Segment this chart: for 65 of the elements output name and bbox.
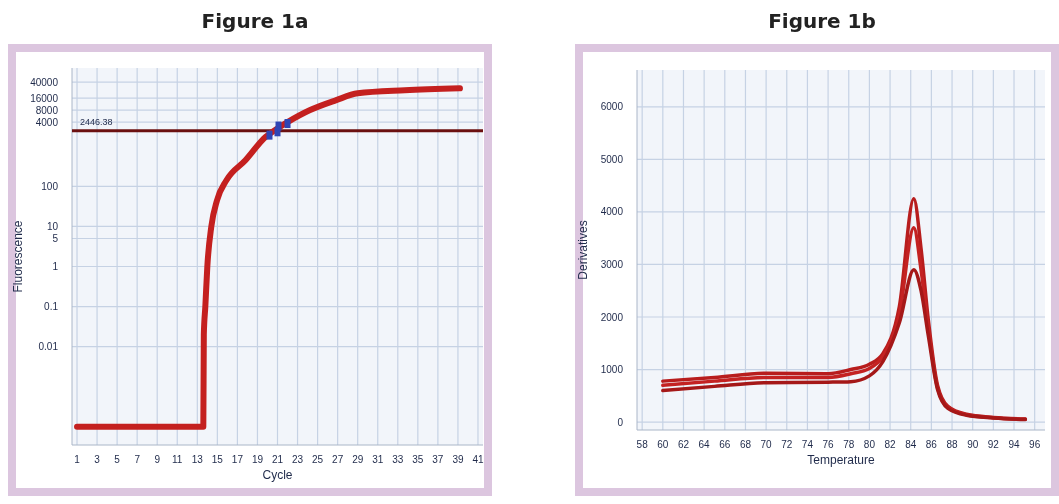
x-tick-label: 62 xyxy=(677,439,690,450)
x-tick-label: 9 xyxy=(154,454,161,465)
y-tick-label: 6000 xyxy=(600,101,624,113)
x-tick-label: 15 xyxy=(211,454,224,465)
x-axis-title: Cycle xyxy=(262,468,293,482)
x-axis-title: Temperature xyxy=(807,453,875,467)
x-tick-label: 33 xyxy=(392,454,404,465)
x-tick-label: 19 xyxy=(251,454,264,465)
chart-title: Figure 1a xyxy=(201,9,309,33)
x-tick-label: 70 xyxy=(760,439,773,450)
y-tick-label: 4000 xyxy=(600,206,624,218)
x-tick-label: 31 xyxy=(372,454,384,465)
y-tick-label: 0.1 xyxy=(44,301,59,313)
x-tick-label: 41 xyxy=(472,454,484,465)
x-tick-label: 5 xyxy=(114,454,121,465)
x-tick-label: 60 xyxy=(657,439,669,450)
x-tick-label: 78 xyxy=(843,439,855,450)
y-tick-label: 5000 xyxy=(600,153,624,165)
y-tick-label: 0.01 xyxy=(38,341,59,353)
y-tick-label: 2000 xyxy=(600,311,624,323)
x-tick-label: 76 xyxy=(822,439,835,450)
x-tick-label: 23 xyxy=(291,454,304,465)
y-tick-label: 16000 xyxy=(30,92,59,104)
x-tick-label: 25 xyxy=(312,454,324,465)
x-tick-label: 68 xyxy=(739,439,752,450)
x-tick-label: 3 xyxy=(94,454,101,465)
y-tick-label: 0 xyxy=(617,416,624,428)
x-tick-label: 39 xyxy=(452,454,464,465)
x-tick-label: 92 xyxy=(987,439,1000,450)
x-tick-label: 1 xyxy=(74,454,81,465)
y-tick-label: 100 xyxy=(41,180,59,192)
y-axis-title: Fluorescence xyxy=(11,220,25,293)
x-tick-label: 7 xyxy=(134,454,141,465)
x-tick-label: 27 xyxy=(332,454,344,465)
y-tick-label: 5 xyxy=(52,232,59,244)
x-tick-label: 11 xyxy=(172,454,183,465)
x-tick-label: 21 xyxy=(271,454,284,465)
x-tick-label: 58 xyxy=(636,439,649,450)
x-tick-label: 29 xyxy=(352,454,364,465)
y-tick-label: 1 xyxy=(52,260,59,272)
y-tick-label: 1000 xyxy=(600,364,624,376)
x-tick-label: 17 xyxy=(231,454,244,465)
x-tick-label: 64 xyxy=(698,439,711,450)
x-tick-label: 13 xyxy=(191,454,204,465)
x-tick-label: 74 xyxy=(801,439,814,450)
chart-title: Figure 1b xyxy=(768,9,876,33)
y-tick-label: 4000 xyxy=(35,116,59,128)
y-tick-label: 10 xyxy=(46,220,59,232)
x-tick-label: 94 xyxy=(1008,439,1021,450)
y-axis-title: Derivatives xyxy=(576,220,590,280)
x-tick-label: 72 xyxy=(781,439,793,450)
y-tick-label: 8000 xyxy=(35,104,59,116)
x-tick-label: 88 xyxy=(946,439,959,450)
x-tick-label: 37 xyxy=(432,454,444,465)
x-tick-label: 66 xyxy=(719,439,731,450)
x-tick-label: 82 xyxy=(884,439,897,450)
ref-line-label: 2446.38 xyxy=(80,116,113,127)
y-tick-label: 3000 xyxy=(600,258,624,270)
x-tick-label: 90 xyxy=(967,439,979,450)
x-tick-label: 96 xyxy=(1029,439,1041,450)
x-tick-label: 86 xyxy=(925,439,938,450)
x-tick-label: 35 xyxy=(412,454,424,465)
y-tick-label: 40000 xyxy=(30,76,59,88)
x-tick-label: 80 xyxy=(863,439,876,450)
x-tick-label: 84 xyxy=(905,439,917,450)
